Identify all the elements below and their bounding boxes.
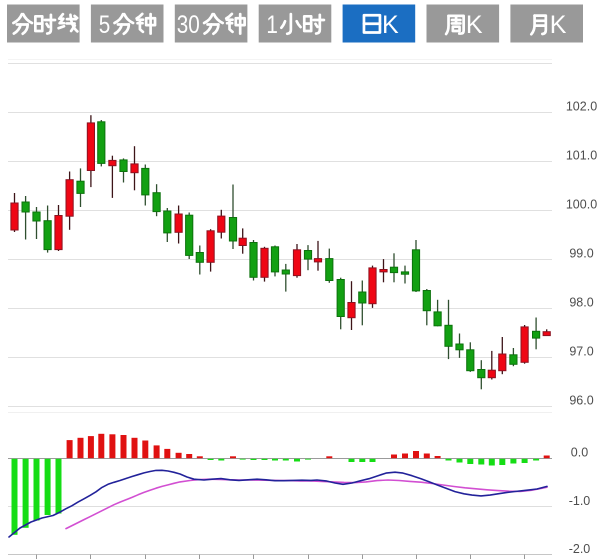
- svg-text:3: 3: [177, 11, 189, 39]
- svg-text:-2.0: -2.0: [569, 542, 591, 556]
- svg-text:98.0: 98.0: [569, 296, 593, 310]
- svg-text:99.0: 99.0: [569, 247, 593, 261]
- svg-text:1: 1: [266, 11, 278, 39]
- svg-text:0: 0: [188, 11, 200, 39]
- svg-text:-1.0: -1.0: [569, 494, 591, 508]
- svg-text:97.0: 97.0: [569, 345, 593, 359]
- svg-text:K: K: [550, 11, 567, 39]
- svg-text:5: 5: [99, 11, 111, 39]
- svg-text:K: K: [382, 11, 399, 39]
- svg-text:96.0: 96.0: [569, 394, 593, 408]
- svg-text:100.0: 100.0: [566, 198, 597, 212]
- svg-text:0.0: 0.0: [571, 446, 588, 460]
- svg-text:K: K: [466, 11, 483, 39]
- svg-text:101.0: 101.0: [566, 149, 597, 163]
- svg-text:102.0: 102.0: [566, 100, 597, 114]
